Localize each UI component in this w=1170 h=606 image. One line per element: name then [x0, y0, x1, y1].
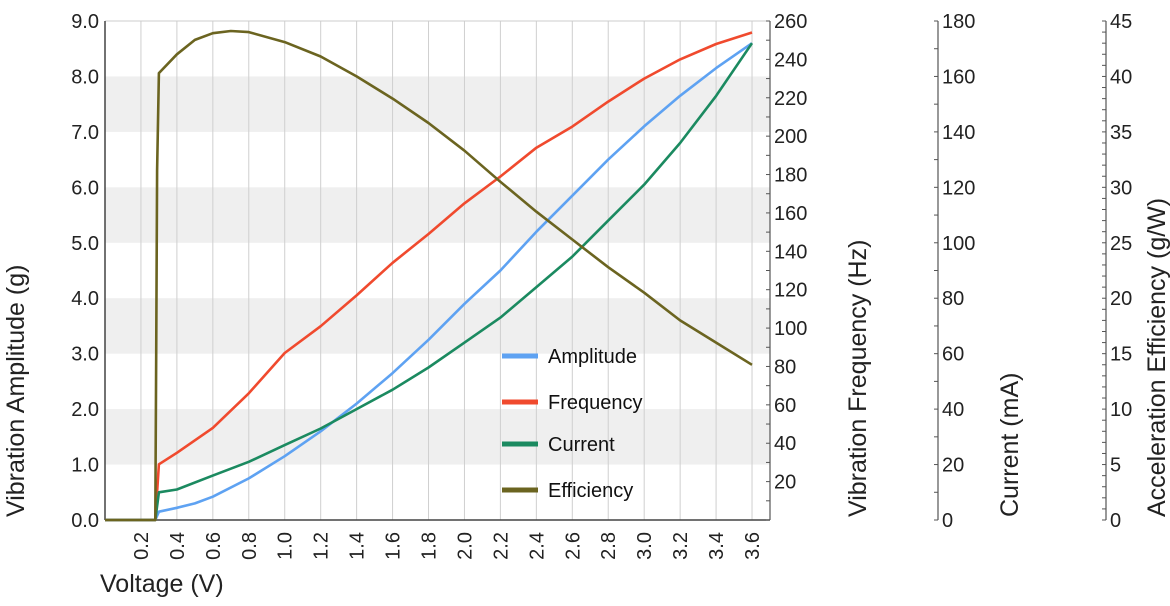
x-tick-label: 2.0	[454, 532, 476, 560]
x-tick-label: 3.2	[670, 532, 692, 560]
amplitude-tick-label: 6.0	[71, 177, 99, 199]
amplitude-tick-label: 9.0	[71, 11, 99, 33]
frequency-tick-label: 220	[774, 88, 807, 110]
efficiency-tick-label: 15	[1110, 344, 1132, 366]
current-tick-label: 0	[942, 510, 953, 532]
legend-label: Amplitude	[548, 346, 637, 368]
legend-item-frequency: Frequency	[502, 392, 643, 414]
efficiency-tick-label: 30	[1110, 177, 1132, 199]
x-tick-label: 1.6	[383, 532, 405, 560]
frequency-tick-label: 80	[774, 356, 796, 378]
current-axis-title: Current (mA)	[996, 373, 1024, 517]
frequency-tick-label: 240	[774, 49, 807, 71]
frequency-axis-title: Vibration Frequency (Hz)	[844, 240, 872, 517]
current-tick-label: 100	[942, 233, 975, 255]
current-tick-label: 80	[942, 288, 964, 310]
x-tick-label: 0.6	[203, 532, 225, 560]
legend-item-efficiency: Efficiency	[502, 480, 633, 502]
frequency-tick-label: 160	[774, 203, 807, 225]
legend-label: Frequency	[548, 392, 643, 414]
x-tick-label: 1.0	[275, 532, 297, 560]
frequency-tick-label: 60	[774, 395, 796, 417]
x-tick-label: 2.8	[598, 532, 620, 560]
series-line-current	[105, 42, 754, 522]
efficiency-tick-label: 25	[1110, 233, 1132, 255]
efficiency-tick-label: 5	[1110, 455, 1121, 477]
amplitude-tick-label: 0.0	[71, 510, 99, 532]
current-tick-label: 180	[942, 11, 975, 33]
x-axis-title: Voltage (V)	[100, 570, 224, 598]
legend-item-amplitude: Amplitude	[502, 346, 637, 368]
frequency-tick-label: 260	[774, 11, 807, 33]
efficiency-axis-title: Acceleration Efficiency (g/W)	[1143, 198, 1170, 517]
amplitude-axis-title: Vibration Amplitude (g)	[2, 265, 30, 517]
x-tick-label: 0.2	[131, 532, 153, 560]
x-tick-label: 2.2	[490, 532, 512, 560]
efficiency-tick-label: 20	[1110, 288, 1132, 310]
series-line-efficiency	[105, 29, 753, 522]
frequency-tick-label: 200	[774, 126, 807, 148]
x-tick-label: 3.0	[634, 532, 656, 560]
current-tick-label: 40	[942, 399, 964, 421]
grid-band	[105, 76, 770, 132]
current-tick-label: 60	[942, 344, 964, 366]
x-tick-label: 1.4	[347, 532, 369, 560]
series-line-amplitude	[105, 42, 753, 522]
x-tick-label: 0.4	[167, 532, 189, 560]
grid-band	[105, 298, 770, 354]
legend-item-current: Current	[502, 434, 615, 456]
efficiency-tick-label: 35	[1110, 122, 1132, 144]
frequency-tick-label: 180	[774, 165, 807, 187]
grid-band	[105, 409, 770, 465]
legend-label: Current	[548, 434, 615, 456]
x-tick-label: 1.8	[419, 532, 441, 560]
x-tick-label: 3.6	[742, 532, 764, 560]
x-tick-label: 2.4	[526, 532, 548, 560]
amplitude-tick-label: 1.0	[71, 455, 99, 477]
amplitude-tick-label: 2.0	[71, 399, 99, 421]
amplitude-tick-label: 7.0	[71, 122, 99, 144]
frequency-tick-label: 100	[774, 318, 807, 340]
current-tick-label: 120	[942, 177, 975, 199]
x-tick-label: 0.8	[239, 532, 261, 560]
current-tick-label: 140	[942, 122, 975, 144]
x-tick-label: 3.4	[706, 532, 728, 560]
amplitude-tick-label: 3.0	[71, 344, 99, 366]
grid-band	[105, 187, 770, 243]
frequency-tick-label: 120	[774, 280, 807, 302]
frequency-tick-label: 40	[774, 433, 796, 455]
efficiency-tick-label: 45	[1110, 11, 1132, 33]
efficiency-tick-label: 0	[1110, 510, 1121, 532]
amplitude-tick-label: 4.0	[71, 288, 99, 310]
x-tick-label: 1.2	[311, 532, 333, 560]
efficiency-tick-label: 40	[1110, 66, 1132, 88]
legend-label: Efficiency	[548, 480, 633, 502]
x-tick-label: 2.6	[562, 532, 584, 560]
amplitude-tick-label: 8.0	[71, 66, 99, 88]
amplitude-tick-label: 5.0	[71, 233, 99, 255]
frequency-tick-label: 140	[774, 241, 807, 263]
current-tick-label: 160	[942, 66, 975, 88]
frequency-tick-label: 20	[774, 472, 796, 494]
efficiency-tick-label: 10	[1110, 399, 1132, 421]
current-tick-label: 20	[942, 455, 964, 477]
series-line-frequency	[105, 31, 753, 522]
